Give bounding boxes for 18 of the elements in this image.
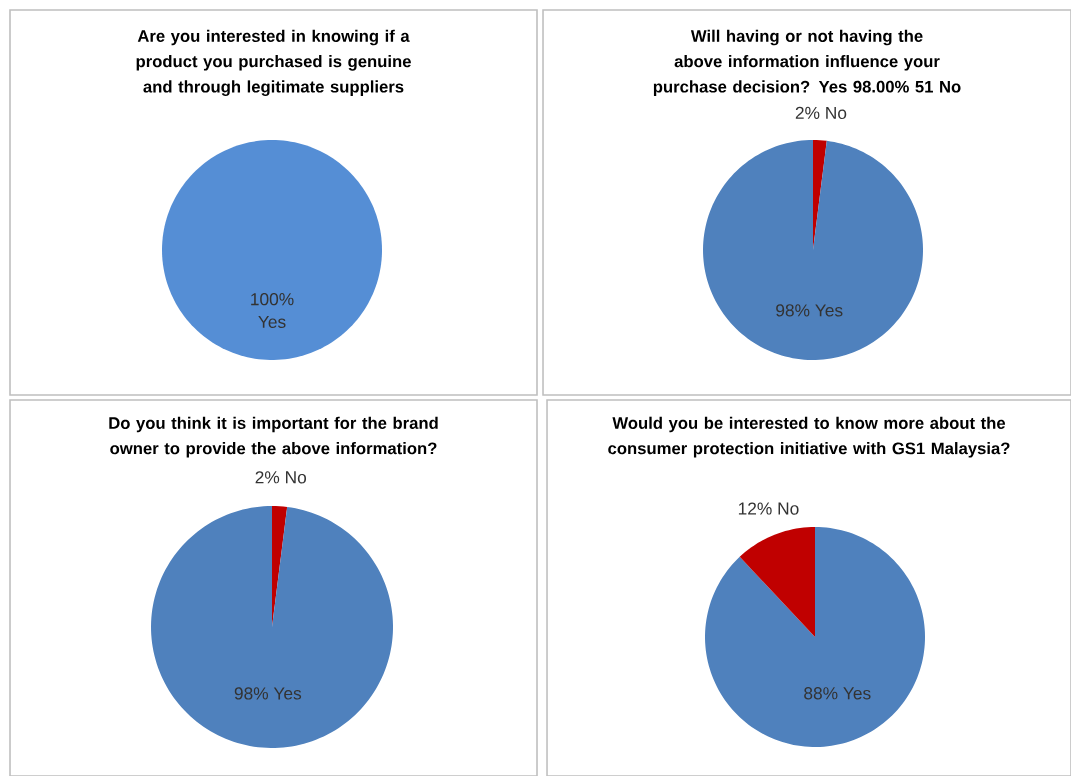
data-label: 2% <box>795 106 820 119</box>
slice-label: No <box>778 502 799 515</box>
data-label: 98% <box>234 687 269 700</box>
slice-label: No <box>286 471 307 484</box>
slice-label: No <box>826 106 847 120</box>
chart-title: Would you be interested to know more about the consumer protection initiative with GS1 Malaysia? <box>608 416 1010 458</box>
slice-label: Yes <box>843 687 871 700</box>
slice-label: Yes <box>815 304 843 317</box>
slice-label: Yes <box>273 687 302 700</box>
data-label: 12% <box>738 502 772 515</box>
chart-title: Are you interested in knowing if a product you purchased is genuine and through legitimate suppliers <box>136 29 411 96</box>
data-label: 2% <box>255 471 280 484</box>
slice-label: Yes <box>258 315 286 328</box>
data-label: 88% <box>804 687 838 700</box>
data-label: 100% <box>251 293 294 306</box>
chart-title: Do you think it is important for the brand owner to provide the above information? <box>109 416 438 458</box>
chart-title: Will having or not having the above information influence your purchase decision? Yes 98.00% 51 No <box>653 29 961 96</box>
data-label: 98% <box>776 304 810 317</box>
